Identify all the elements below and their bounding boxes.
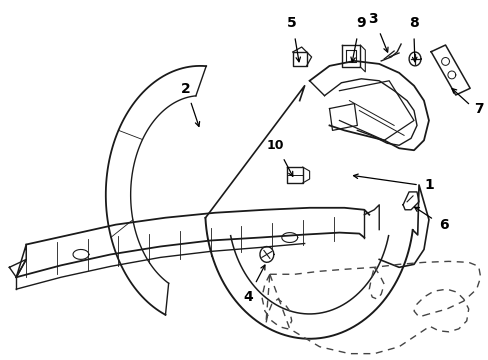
Text: 8: 8: [408, 16, 418, 30]
Text: 10: 10: [265, 139, 283, 152]
Text: 6: 6: [438, 218, 448, 231]
Text: 5: 5: [286, 16, 296, 30]
Text: 1: 1: [423, 178, 433, 192]
Text: 9: 9: [356, 16, 366, 30]
Text: 7: 7: [473, 102, 483, 116]
Text: 3: 3: [367, 12, 377, 26]
Text: 2: 2: [180, 82, 190, 96]
Text: 4: 4: [243, 290, 252, 304]
